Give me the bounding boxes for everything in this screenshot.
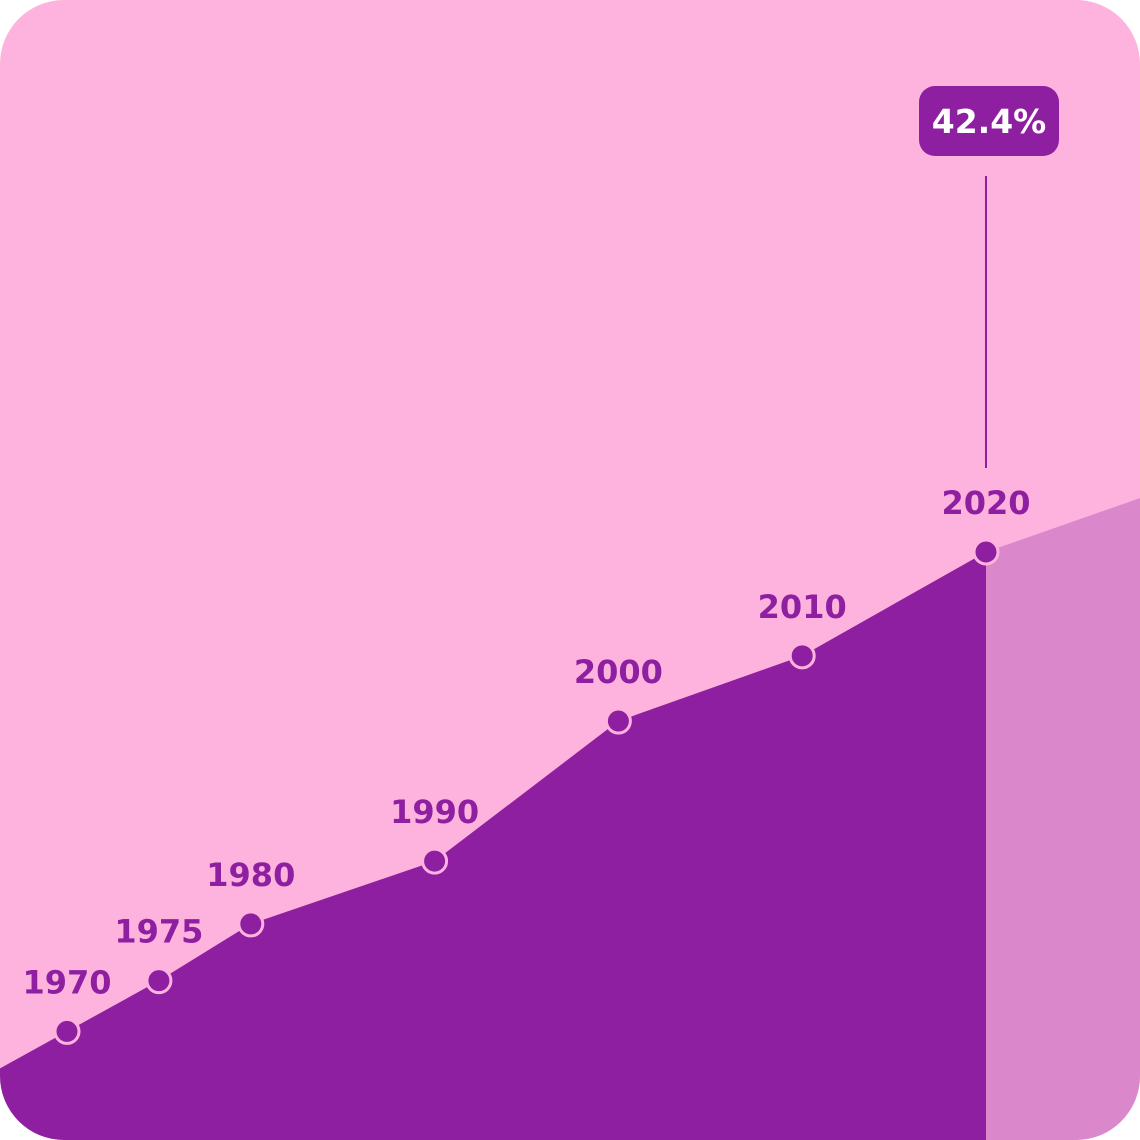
x-tick-label: 1975 (114, 913, 203, 951)
callout-value-label: 42.4% (932, 102, 1047, 141)
data-points (53, 538, 1000, 1045)
data-point (145, 967, 173, 995)
x-tick-label: 1990 (390, 793, 479, 831)
callout-badge: 42.4% (919, 86, 1059, 156)
x-tick-label: 2010 (758, 588, 847, 626)
data-point (53, 1017, 81, 1045)
series-area (0, 552, 986, 1140)
x-tick-label: 1970 (22, 963, 111, 1001)
callout-box (919, 86, 1059, 156)
data-point (788, 642, 816, 670)
projection-area (986, 498, 1140, 1140)
data-point (972, 538, 1000, 566)
data-point (421, 847, 449, 875)
x-tick-label: 1980 (206, 856, 295, 894)
x-tick-label: 2000 (574, 653, 663, 691)
x-tick-label: 2020 (941, 484, 1030, 522)
data-point (237, 910, 265, 938)
data-point (604, 707, 632, 735)
